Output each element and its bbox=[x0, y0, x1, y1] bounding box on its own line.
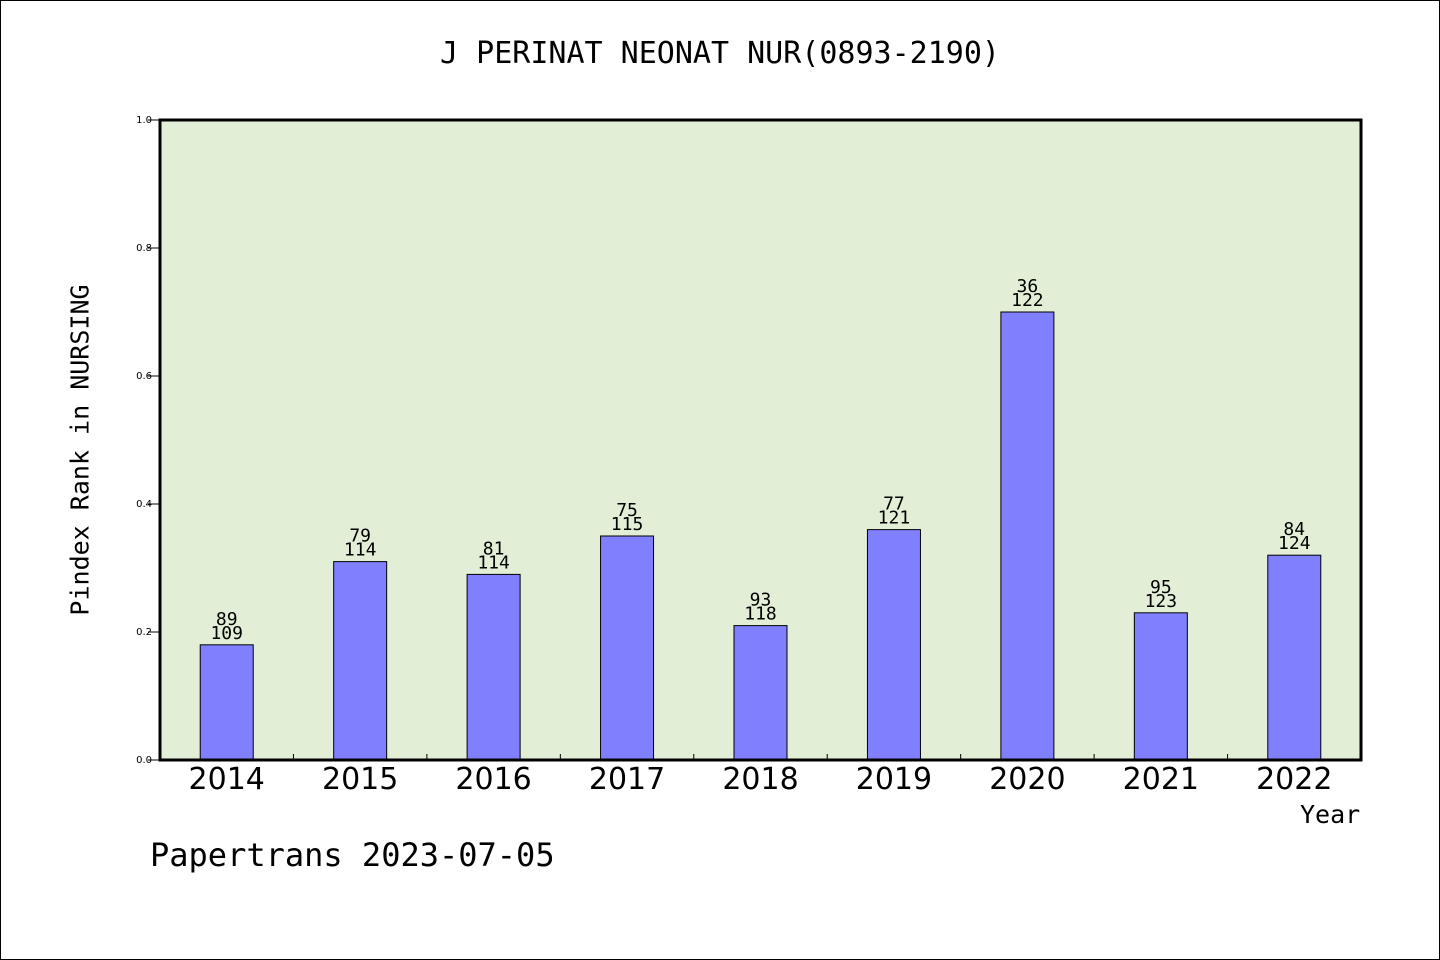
y-tick-label: 0.8 bbox=[136, 243, 152, 254]
y-tick-label: 0.6 bbox=[136, 371, 152, 382]
y-tick-label: 0.2 bbox=[136, 627, 152, 638]
x-tick-label: 2014 bbox=[189, 762, 265, 797]
bar bbox=[333, 561, 388, 761]
bar bbox=[733, 625, 788, 761]
bar-label-top: 95 bbox=[1150, 577, 1172, 598]
bar bbox=[1133, 612, 1188, 761]
bar-label-bottom: 121 bbox=[878, 508, 911, 529]
bar-label-bottom: 118 bbox=[744, 604, 777, 625]
bar-label-bottom: 109 bbox=[210, 623, 243, 644]
bar-label-top: 79 bbox=[349, 526, 371, 547]
x-axis-label: Year bbox=[1300, 800, 1361, 829]
bar-label-bottom: 114 bbox=[344, 540, 377, 561]
bar-label-top: 81 bbox=[483, 538, 505, 559]
x-tick-label: 2022 bbox=[1256, 762, 1332, 797]
bar bbox=[1267, 554, 1322, 761]
x-tick-label: 2017 bbox=[589, 762, 665, 797]
x-tick-label: 2015 bbox=[322, 762, 398, 797]
bar-label-bottom: 122 bbox=[1011, 290, 1044, 311]
y-tick-label: 0.4 bbox=[136, 499, 152, 510]
bar bbox=[600, 535, 655, 761]
bar-label-bottom: 114 bbox=[477, 552, 510, 573]
bar-label-top: 84 bbox=[1283, 519, 1305, 540]
bar-label-bottom: 124 bbox=[1278, 533, 1311, 554]
x-tick-label: 2019 bbox=[856, 762, 932, 797]
plot-border bbox=[158, 118, 1363, 762]
bar bbox=[199, 644, 254, 761]
bar-label-bottom: 115 bbox=[611, 514, 644, 535]
bar-label-top: 36 bbox=[1017, 276, 1039, 297]
x-tick-label: 2021 bbox=[1123, 762, 1199, 797]
y-tick-label: 1.0 bbox=[136, 115, 152, 126]
bar-label-bottom: 123 bbox=[1145, 591, 1178, 612]
x-tick-label: 2016 bbox=[455, 762, 531, 797]
chart-title: J PERINAT NEONAT NUR(0893-2190) bbox=[440, 36, 1000, 71]
bar-label-top: 77 bbox=[883, 494, 905, 515]
bar bbox=[866, 529, 921, 761]
x-tick-label: 2018 bbox=[722, 762, 798, 797]
bar-label-top: 89 bbox=[216, 609, 238, 630]
x-tick-label: 2020 bbox=[989, 762, 1065, 797]
y-tick-label: 0.0 bbox=[136, 755, 152, 766]
footer-credit: Papertrans 2023-07-05 bbox=[150, 836, 555, 874]
bar-label-top: 75 bbox=[616, 500, 638, 521]
bar bbox=[466, 573, 521, 761]
bar-label-top: 93 bbox=[750, 590, 772, 611]
bar bbox=[1000, 311, 1055, 761]
